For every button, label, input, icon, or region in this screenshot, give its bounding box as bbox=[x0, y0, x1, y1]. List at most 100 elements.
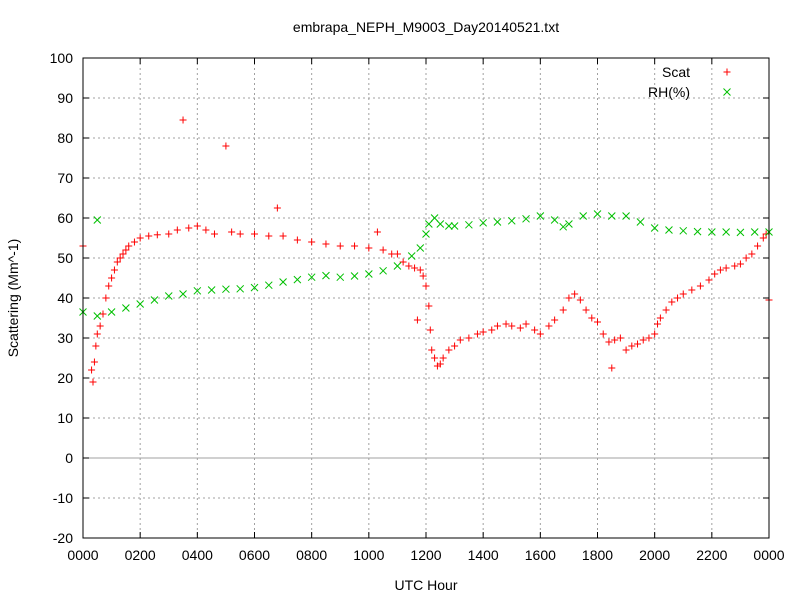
scat-point bbox=[516, 324, 524, 332]
scat-point bbox=[405, 262, 413, 270]
scat-point bbox=[456, 336, 464, 344]
rh-point-d2 bbox=[107, 308, 116, 316]
rh-point bbox=[93, 216, 102, 224]
scat-point bbox=[113, 258, 121, 266]
rh-point-d2 bbox=[236, 284, 245, 293]
scat-point bbox=[88, 366, 96, 374]
rh-point-d2 bbox=[565, 220, 573, 228]
legend-rh-point-d2 bbox=[723, 88, 731, 96]
scat-point bbox=[479, 328, 487, 336]
y-tick-label: 80 bbox=[57, 130, 73, 146]
scat-point bbox=[185, 224, 193, 232]
scat-point bbox=[93, 330, 101, 338]
scat-point bbox=[473, 330, 481, 338]
x-tick-label: 1600 bbox=[525, 547, 556, 563]
rh-point bbox=[207, 286, 216, 294]
rh-point-d2 bbox=[179, 290, 187, 298]
scat-point bbox=[645, 334, 653, 342]
scat-point bbox=[679, 290, 687, 298]
scat-point bbox=[413, 316, 421, 324]
rh-point-d2 bbox=[722, 228, 730, 236]
scat-point bbox=[373, 228, 381, 236]
rh-point bbox=[422, 230, 430, 238]
scat-point bbox=[419, 272, 427, 280]
scat-point bbox=[668, 298, 676, 306]
x-tick-label: 1200 bbox=[410, 547, 441, 563]
scat-point bbox=[656, 314, 664, 322]
x-tick-label: 1000 bbox=[353, 547, 384, 563]
scat-point bbox=[428, 346, 436, 354]
rh-point-d2 bbox=[93, 312, 102, 320]
scat-point bbox=[616, 334, 624, 342]
scat-point bbox=[536, 330, 544, 338]
scat-point bbox=[731, 262, 739, 270]
rh-point-d2 bbox=[136, 300, 145, 308]
rh-point-d2 bbox=[350, 272, 359, 280]
rh-point-d2 bbox=[150, 296, 159, 304]
scat-series bbox=[79, 116, 773, 386]
rh-point bbox=[679, 226, 688, 235]
x-tick-label: 0000 bbox=[753, 547, 784, 563]
scat-point bbox=[293, 236, 301, 244]
rh-point bbox=[425, 220, 433, 228]
rh-point bbox=[179, 290, 187, 298]
rh-point-d2 bbox=[536, 212, 545, 220]
rh-point bbox=[750, 228, 759, 236]
rh-point-d2 bbox=[436, 220, 445, 228]
scat-point bbox=[451, 342, 459, 350]
scat-point bbox=[251, 230, 258, 238]
rh-point-d2 bbox=[550, 216, 559, 224]
rh-point bbox=[693, 227, 702, 236]
rh-point-d2 bbox=[479, 218, 488, 227]
scat-point bbox=[696, 282, 704, 290]
rh-point bbox=[665, 226, 673, 234]
rh-point bbox=[445, 222, 453, 230]
scat-point bbox=[279, 232, 287, 240]
rh-point bbox=[536, 212, 545, 220]
rh-point bbox=[393, 262, 402, 270]
x-tick-label: 0400 bbox=[182, 547, 213, 563]
rh-point-d2 bbox=[736, 228, 745, 237]
rh-point-d2 bbox=[264, 281, 273, 290]
rh-point-d2 bbox=[364, 270, 373, 278]
scat-point bbox=[422, 282, 430, 290]
scat-point bbox=[522, 320, 530, 328]
rh-point bbox=[93, 312, 102, 320]
scat-point bbox=[193, 222, 201, 230]
scat-point bbox=[322, 240, 330, 248]
legend-label-rh: RH(%) bbox=[648, 84, 690, 100]
rh-point-d2 bbox=[222, 285, 230, 294]
rh-point-d2 bbox=[622, 212, 630, 220]
x-tick-label: 0200 bbox=[125, 547, 156, 563]
y-tick-label: 50 bbox=[57, 250, 73, 266]
rh-point bbox=[350, 272, 359, 280]
rh-point bbox=[479, 218, 488, 227]
x-tick-label: 2000 bbox=[639, 547, 670, 563]
rh-point-d2 bbox=[750, 228, 759, 236]
scat-point bbox=[634, 340, 642, 348]
scat-point bbox=[736, 260, 744, 268]
x-tick-label: 1800 bbox=[582, 547, 613, 563]
y-tick-label: -10 bbox=[53, 490, 73, 506]
y-tick-label: 70 bbox=[57, 170, 73, 186]
scat-point bbox=[605, 338, 613, 346]
rh-point-d2 bbox=[416, 244, 425, 252]
scat-point bbox=[210, 230, 218, 238]
rh-point-d2 bbox=[579, 212, 588, 220]
tick-labels: 0000 0200 0400 0600 0800 1000 1200 1400 1600 1800… bbox=[50, 50, 785, 563]
scat-point bbox=[351, 242, 359, 250]
scat-point bbox=[89, 378, 97, 386]
rh-point bbox=[193, 286, 202, 295]
scat-point bbox=[116, 254, 124, 262]
scat-point bbox=[662, 306, 670, 314]
rh-point-d2 bbox=[707, 228, 716, 236]
scat-point bbox=[748, 250, 756, 258]
y-tick-label: -20 bbox=[53, 530, 73, 546]
scat-point bbox=[654, 320, 662, 328]
x-tick-label: 0600 bbox=[239, 547, 270, 563]
scat-point bbox=[96, 322, 104, 330]
rh-point bbox=[622, 212, 630, 220]
rh-point bbox=[222, 285, 230, 294]
rh-point-d2 bbox=[507, 216, 516, 225]
